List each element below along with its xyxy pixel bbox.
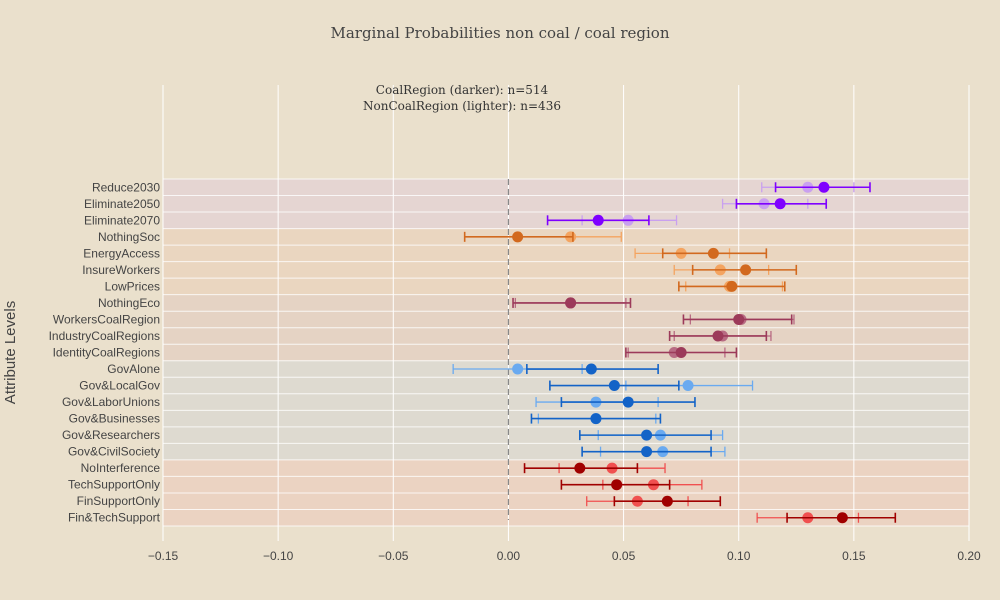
coal-point <box>512 231 524 243</box>
coal-point <box>661 495 673 507</box>
coal-point <box>641 429 653 441</box>
y-tick-label: NothingSoc <box>98 230 160 244</box>
group-band-0 <box>163 179 969 229</box>
noncoal-point <box>682 380 694 392</box>
x-tick-label: 0.05 <box>612 549 636 563</box>
y-tick-label: IdentityCoalRegions <box>53 346 160 360</box>
sample-size-annotation: NonCoalRegion (lighter): n=436 <box>363 99 561 113</box>
coal-point <box>608 380 620 392</box>
coal-point <box>590 413 602 425</box>
y-tick-label: NoInterference <box>81 461 161 475</box>
y-tick-label: Gov&Researchers <box>62 428 160 442</box>
coal-point <box>592 214 604 226</box>
coal-point <box>574 462 586 474</box>
x-tick-label: 0.00 <box>497 549 521 563</box>
x-tick-label: −0.05 <box>378 549 409 563</box>
coal-point <box>733 313 745 325</box>
y-tick-label: FinSupportOnly <box>77 494 160 508</box>
coal-point <box>707 247 719 259</box>
coal-point <box>641 446 653 458</box>
y-tick-label: Gov&LocalGov <box>79 379 160 393</box>
y-tick-label: LowPrices <box>105 279 160 293</box>
y-tick-label: Reduce2030 <box>92 180 160 194</box>
coal-point <box>712 330 724 342</box>
y-tick-label: TechSupportOnly <box>68 478 160 492</box>
y-axis-title: Attribute Levels <box>2 301 19 404</box>
chart-title: Marginal Probabilities non coal / coal r… <box>330 24 670 42</box>
x-tick-label: 0.10 <box>727 549 751 563</box>
y-tick-label: Eliminate2070 <box>84 213 160 227</box>
y-tick-label: NothingEco <box>98 296 160 310</box>
y-tick-label: InsureWorkers <box>82 263 160 277</box>
sample-size-annotation: CoalRegion (darker): n=514 <box>376 83 549 97</box>
noncoal-point <box>512 363 524 375</box>
y-tick-label: Eliminate2050 <box>84 197 160 211</box>
x-tick-label: −0.15 <box>148 549 179 563</box>
y-tick-label: Gov&LaborUnions <box>62 395 160 409</box>
x-tick-label: −0.10 <box>263 549 294 563</box>
coal-point <box>774 198 786 210</box>
x-tick-label: 0.20 <box>957 549 981 563</box>
coal-point <box>565 297 577 309</box>
coal-point <box>818 181 830 193</box>
y-tick-label: Fin&TechSupport <box>68 511 161 525</box>
coal-point <box>675 347 687 358</box>
y-tick-label: Gov&Businesses <box>69 412 160 426</box>
y-tick-label: GovAlone <box>107 362 160 376</box>
y-tick-label: Gov&CivilSociety <box>68 445 160 459</box>
coal-point <box>836 512 848 524</box>
coal-point <box>611 479 623 491</box>
coal-point <box>622 396 634 408</box>
x-tick-label: 0.15 <box>842 549 866 563</box>
coal-point <box>726 280 738 292</box>
y-tick-label: IndustryCoalRegions <box>49 329 160 343</box>
y-tick-label: WorkersCoalRegion <box>53 312 160 326</box>
y-tick-label: EnergyAccess <box>83 246 160 260</box>
coal-point <box>585 363 597 375</box>
coal-point <box>740 264 752 276</box>
